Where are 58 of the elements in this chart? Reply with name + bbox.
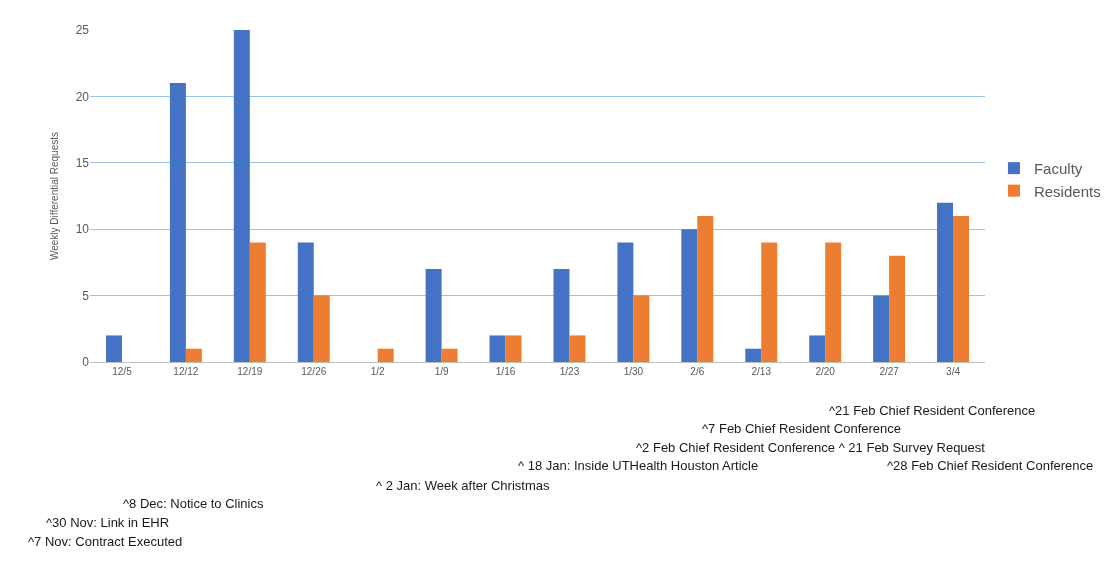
x-tick-label: 12/5: [112, 366, 133, 377]
bar: [313, 295, 330, 362]
bar: [745, 348, 762, 362]
y-tick-label: 5: [82, 288, 90, 303]
x-tick-label: 12/19: [237, 366, 263, 377]
text: ^7 Feb Chief Resident Conference: [702, 421, 902, 436]
bar: [825, 242, 842, 362]
text: ^8 Dec: Notice to Clinics: [123, 496, 264, 511]
x-tick-label: 12/26: [301, 366, 327, 377]
x-tick-label: 1/16: [495, 366, 516, 377]
bar: [505, 335, 522, 362]
text: ^ 2 Jan: Week after Christmas: [376, 478, 550, 493]
y-tick-label: 0: [82, 355, 90, 370]
bar: [569, 335, 586, 362]
bar: [809, 335, 826, 362]
text: ^21 Feb Chief Resident Conference: [829, 403, 1036, 418]
x-tick-label: 1/2: [370, 366, 386, 377]
bar: [761, 242, 778, 362]
x-tick-label: 2/20: [815, 366, 836, 377]
bar: [233, 30, 250, 362]
bar: [489, 335, 506, 362]
bar: [553, 269, 570, 362]
x-tick-label: 1/23: [559, 366, 580, 377]
text: ^ 18 Jan: Inside UTHealth Houston Article: [518, 458, 759, 473]
y-tick-label: 10: [75, 222, 90, 237]
bar: [377, 348, 394, 362]
bar: [873, 295, 890, 362]
y-tick-label: 15: [75, 156, 90, 170]
bar: [633, 295, 650, 362]
y-axis-title: Weekly Differential Requests: [48, 131, 60, 261]
bar: [169, 83, 186, 362]
bar: [937, 202, 954, 362]
y-tick-label: 25: [75, 23, 90, 38]
bar: [441, 348, 458, 362]
bar: [425, 269, 442, 362]
bar: [953, 215, 970, 362]
bar: [697, 215, 714, 362]
text: ^30 Nov: Link in EHR: [46, 515, 170, 530]
bar: [297, 242, 314, 362]
x-tick-label: 1/30: [623, 366, 644, 377]
x-tick-label: 12/12: [173, 366, 199, 377]
bar: [617, 242, 634, 362]
bar: [185, 348, 202, 362]
text: ^7 Nov: Contract Executed: [28, 534, 183, 549]
bar: [249, 242, 266, 362]
x-tick-label: 2/6: [690, 366, 705, 377]
x-tick-label: 2/27: [879, 366, 900, 377]
legend-label: Residents: [1033, 182, 1101, 200]
text: ^2 Feb Chief Resident Conference ^ 21 Feb Survey Request: [636, 440, 986, 455]
x-tick-label: 1/9: [434, 366, 449, 377]
bar: [105, 335, 122, 362]
x-tick-label: 2/13: [751, 366, 772, 377]
text: ^28 Feb Chief Resident Conference: [887, 458, 1094, 473]
y-tick-label: 20: [75, 89, 90, 104]
legend-label: Faculty: [1033, 160, 1083, 177]
bar: [889, 255, 906, 362]
x-tick-label: 3/4: [946, 366, 961, 377]
bar: [681, 229, 698, 362]
